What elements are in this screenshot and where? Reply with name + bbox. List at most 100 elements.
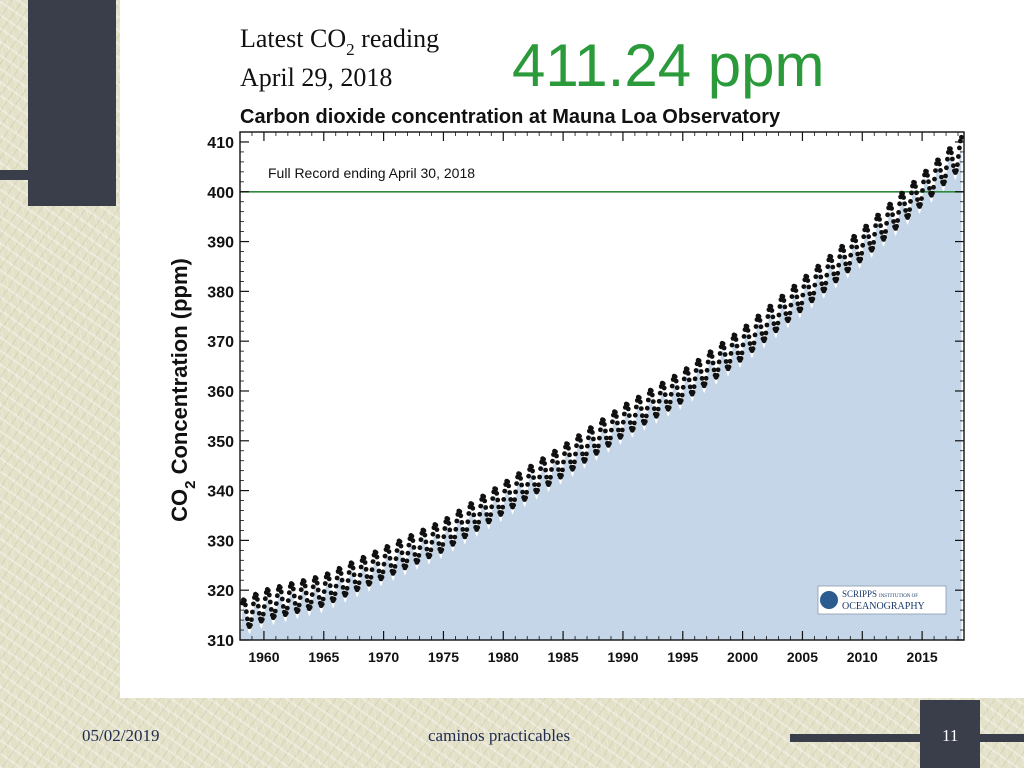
data-point [363, 566, 369, 572]
data-point [912, 180, 917, 186]
latest-reading-label: Latest CO2 reading [240, 24, 439, 59]
data-point [328, 590, 334, 596]
data-point [417, 545, 423, 551]
data-point [692, 376, 698, 382]
data-point [393, 556, 399, 562]
data-point [512, 497, 517, 503]
chart-annotation: Full Record ending April 30, 2018 [268, 165, 475, 181]
data-point [303, 590, 309, 596]
data-point [702, 381, 708, 387]
data-point [357, 572, 363, 578]
data-point [872, 231, 877, 237]
data-point [352, 579, 358, 585]
decorative-bar-bottom-right-end [980, 734, 1024, 742]
data-point [943, 173, 948, 179]
data-point [847, 260, 853, 266]
y-tick-label: 340 [207, 484, 234, 501]
data-point [277, 585, 283, 590]
data-point [729, 342, 735, 348]
data-point [268, 607, 274, 612]
data-point [885, 212, 890, 218]
data-point [810, 296, 816, 302]
data-point [735, 350, 741, 356]
data-point [463, 532, 469, 538]
y-tick-label: 360 [207, 384, 234, 401]
data-point [458, 513, 464, 519]
data-point [447, 527, 453, 533]
data-point [525, 482, 530, 487]
data-point [703, 375, 709, 381]
data-point [403, 563, 409, 569]
data-point [410, 538, 416, 543]
data-point [590, 430, 595, 435]
data-point [913, 184, 918, 189]
x-tick-label: 1960 [248, 649, 279, 665]
chart-title: Carbon dioxide concentration at Mauna Lo… [240, 106, 781, 128]
data-point [860, 242, 866, 248]
data-point [585, 443, 590, 449]
data-point [678, 398, 684, 403]
data-point [308, 599, 314, 605]
data-point [334, 575, 340, 581]
data-point [948, 146, 953, 152]
data-point [376, 568, 382, 574]
data-point [794, 294, 800, 300]
data-point [648, 388, 654, 394]
data-point [279, 596, 285, 602]
data-point [798, 306, 804, 312]
data-point [959, 134, 964, 140]
data-point [919, 196, 924, 202]
reading-value: 411.24 ppm [512, 32, 824, 99]
x-tick-label: 1990 [607, 649, 638, 665]
data-point [291, 593, 297, 599]
data-point [565, 441, 570, 447]
data-point [799, 300, 805, 306]
data-point [897, 201, 902, 207]
data-point [405, 550, 411, 556]
data-point [278, 589, 284, 595]
data-point [561, 459, 566, 465]
data-point [944, 165, 949, 171]
decorative-square-top-left [28, 0, 116, 206]
data-point [416, 553, 422, 558]
data-point [722, 352, 728, 357]
data-point [674, 385, 680, 391]
data-point [255, 603, 261, 609]
data-point [554, 453, 559, 459]
data-point [726, 364, 732, 370]
data-point [553, 449, 558, 455]
x-tick-label: 2005 [787, 649, 818, 665]
data-point [663, 399, 669, 405]
data-point [884, 220, 889, 226]
data-point [470, 505, 476, 511]
data-point [346, 570, 352, 575]
data-point [568, 459, 573, 465]
data-point [248, 622, 253, 628]
data-point [949, 150, 954, 156]
data-point [805, 278, 811, 283]
data-point [400, 557, 406, 563]
data-point [769, 308, 775, 313]
data-point [774, 326, 780, 332]
data-point [927, 186, 932, 191]
data-point [813, 274, 819, 280]
data-point [933, 168, 938, 174]
data-point [526, 473, 531, 479]
data-point [714, 373, 720, 378]
data-point [715, 367, 721, 373]
data-point [896, 210, 901, 215]
y-tick-label: 400 [207, 185, 234, 202]
x-tick-label: 1980 [488, 649, 519, 665]
data-point [544, 474, 549, 480]
data-point [746, 334, 752, 340]
data-point [740, 342, 746, 348]
data-point [879, 230, 884, 235]
data-point [698, 369, 704, 374]
data-point [900, 191, 905, 196]
data-point [834, 276, 840, 282]
data-point [499, 510, 505, 516]
data-point [368, 574, 374, 580]
data-point [924, 169, 929, 174]
data-point [775, 320, 781, 326]
data-point [752, 332, 758, 338]
